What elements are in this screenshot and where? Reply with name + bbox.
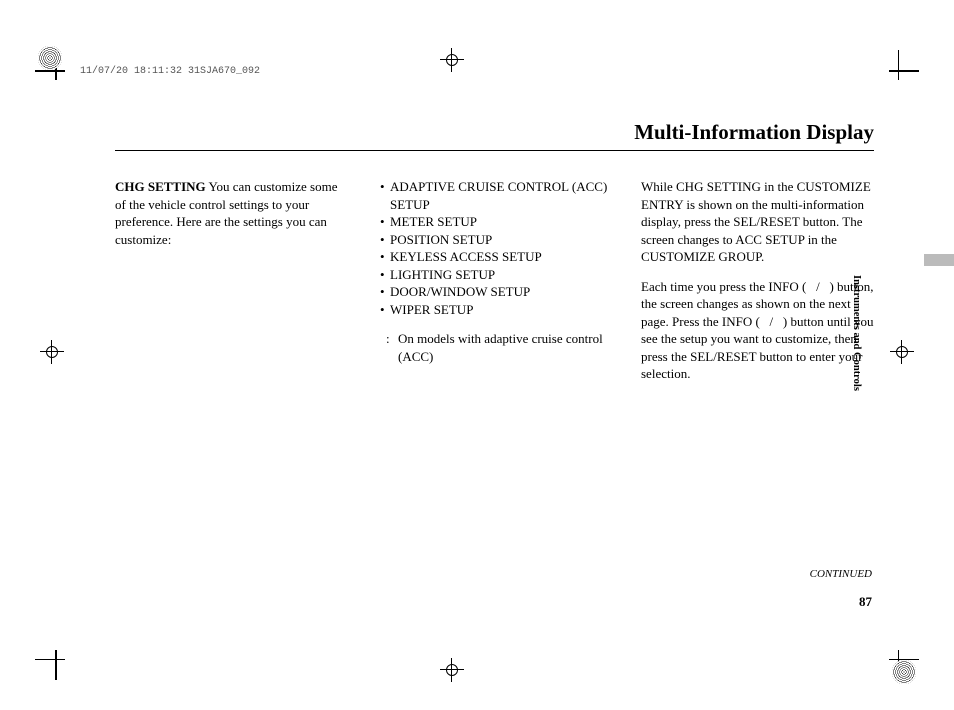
side-tab [924, 254, 954, 266]
registration-cross-icon [440, 658, 464, 682]
registration-cross-icon [440, 48, 464, 72]
registration-cross-icon [890, 340, 914, 364]
header-timestamp: 11/07/20 18:11:32 31SJA670_092 [80, 66, 260, 77]
registration-circle-icon [892, 660, 916, 684]
side-section-label: Instruments and Controls [851, 275, 862, 391]
list-item: DOOR/WINDOW SETUP [378, 283, 611, 301]
list-item: WIPER SETUP [378, 301, 611, 319]
col1-heading: CHG SETTING [115, 179, 206, 194]
setup-list: ADAPTIVE CRUISE CONTROL (ACC) SETUP METE… [378, 178, 611, 318]
list-item: POSITION SETUP [378, 231, 611, 249]
page-title: Multi-Information Display [634, 120, 874, 145]
continued-label: CONTINUED [810, 568, 872, 580]
column-2: ADAPTIVE CRUISE CONTROL (ACC) SETUP METE… [378, 178, 611, 383]
registration-cross-icon [40, 340, 64, 364]
crop-mark-icon [889, 40, 929, 80]
list-item: KEYLESS ACCESS SETUP [378, 248, 611, 266]
list-item: ADAPTIVE CRUISE CONTROL (ACC) SETUP [378, 178, 611, 213]
title-rule [115, 150, 874, 151]
content-columns: CHG SETTING You can customize some of th… [115, 178, 874, 383]
col2-note: On models with adaptive cruise control (… [378, 330, 611, 365]
crop-mark-icon [25, 650, 65, 690]
column-3: While CHG SETTING in the CUSTOMIZE ENTRY… [641, 178, 874, 383]
col3-p1: While CHG SETTING in the CUSTOMIZE ENTRY… [641, 178, 874, 266]
list-item: LIGHTING SETUP [378, 266, 611, 284]
col3-p2: Each time you press the INFO ( / ) butto… [641, 278, 874, 383]
page-number: 87 [859, 594, 872, 610]
column-1: CHG SETTING You can customize some of th… [115, 178, 348, 383]
registration-circle-icon [38, 46, 62, 70]
list-item: METER SETUP [378, 213, 611, 231]
